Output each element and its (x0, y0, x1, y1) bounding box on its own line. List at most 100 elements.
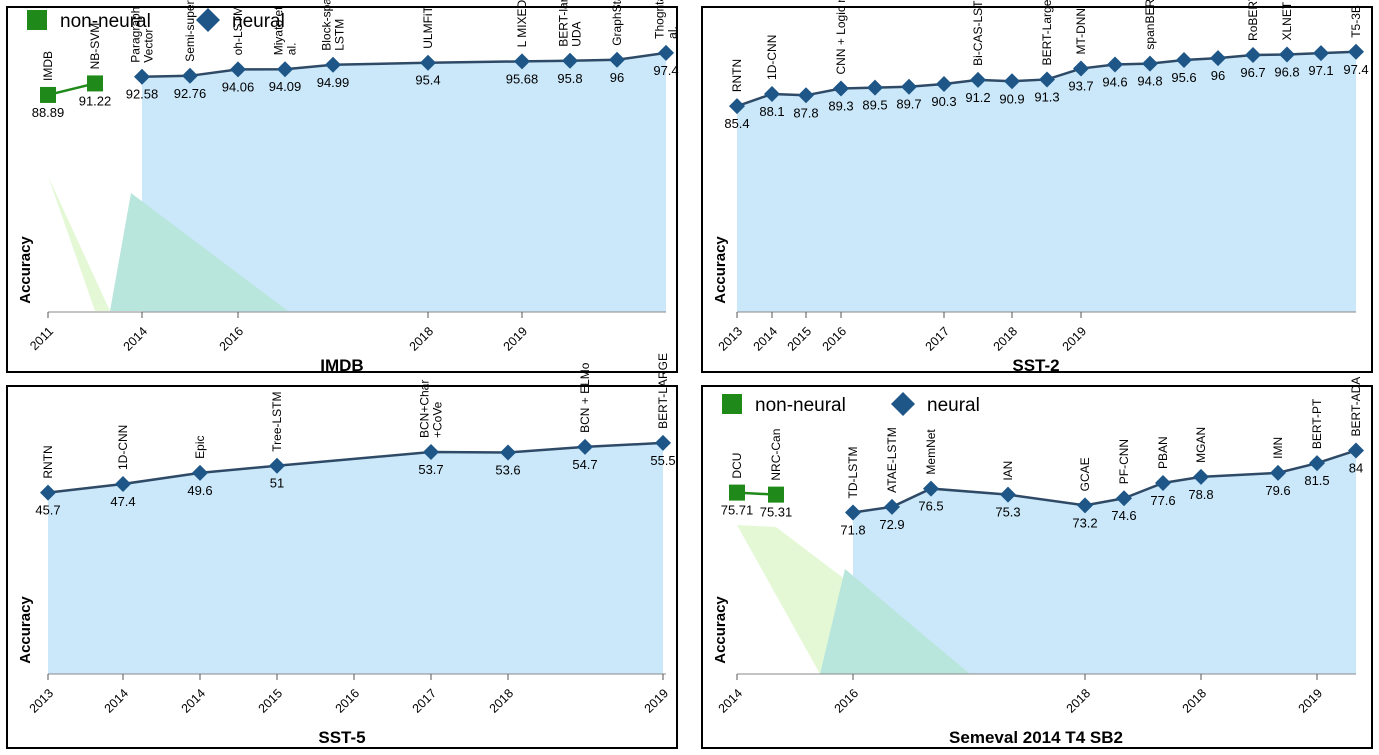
neural-point (134, 68, 150, 85)
value-label: 54.7 (572, 457, 597, 472)
panel-title: SST-2 (1012, 356, 1059, 375)
value-label: 89.3 (828, 99, 853, 114)
method-label: Block-sparse (320, 0, 334, 51)
value-label: 97.4 (1343, 62, 1368, 77)
legend-non-neural-label: non-neural (60, 11, 151, 32)
value-label: 55.5 (650, 453, 675, 468)
value-label: 96 (610, 70, 624, 85)
neural-point (764, 85, 780, 102)
x-tick-label: 2014 (102, 686, 132, 716)
neural-point (1116, 490, 1132, 507)
neural-point (420, 54, 436, 71)
y-axis-label: Accuracy (712, 596, 729, 664)
x-tick-label: 2014 (179, 686, 209, 716)
neural-point (269, 457, 285, 474)
neural-point (277, 61, 293, 78)
value-label: 90.3 (931, 94, 956, 109)
y-axis-label: Accuracy (17, 236, 34, 304)
value-label: 72.9 (879, 517, 904, 532)
neural-point (655, 434, 671, 451)
area-overlap (820, 569, 970, 674)
method-label: BERT-LARGE (656, 353, 670, 429)
legend-non-neural-swatch (27, 10, 47, 30)
neural-point (1309, 455, 1325, 472)
neural-point (1193, 468, 1209, 485)
value-label: 75.71 (721, 503, 754, 518)
value-label: 88.89 (32, 105, 65, 120)
panel-border (701, 385, 1373, 749)
neural-point (40, 484, 56, 501)
value-label: 75.3 (995, 505, 1020, 520)
neural-point (115, 476, 131, 493)
neural-point (833, 80, 849, 97)
method-label: ULMFiT (421, 5, 435, 48)
neural-point (1279, 46, 1295, 63)
method-label: LSTM (333, 19, 347, 51)
x-tick-label: 2019 (501, 324, 531, 354)
value-label: 53.7 (418, 462, 443, 477)
method-label: XLNET (1280, 1, 1294, 40)
method-label: NB-SVM (88, 23, 102, 70)
value-label: 77.6 (1150, 493, 1175, 508)
method-label: RoBERTa (1246, 0, 1260, 41)
neural-point (658, 44, 674, 61)
x-tick-label: 2015 (785, 324, 815, 354)
panel-3: 75.71 DCU 75.31 NRC-Can 71.8 TD-LSTM 72.9 ATAE-… (701, 377, 1373, 749)
x-tick-label: 2013 (27, 686, 57, 716)
method-label: IAN (1001, 461, 1015, 481)
non-neural-point (768, 486, 784, 503)
x-tick-label: 2015 (256, 686, 286, 716)
x-tick-label: 2018 (991, 324, 1021, 354)
method-label: L MIXED et (515, 0, 529, 47)
neural-point (500, 444, 516, 461)
value-label: 73.2 (1072, 515, 1097, 530)
neural-point (845, 504, 861, 521)
value-label: 97.1 (1308, 63, 1333, 78)
method-label: Miyato et (272, 6, 286, 55)
panel-title: IMDB (320, 356, 363, 375)
x-tick-label: 2017 (923, 324, 953, 354)
neural-area (48, 442, 663, 674)
value-label: 95.8 (557, 71, 582, 86)
method-label: BERT-PT (1310, 398, 1324, 449)
x-tick-label: 2016 (832, 686, 862, 716)
neural-point (182, 67, 198, 84)
neural-point (514, 53, 530, 70)
neural-area (853, 450, 1356, 674)
value-label: 84 (1349, 460, 1363, 475)
neural-area (142, 52, 666, 312)
method-label: Thogntan et (653, 0, 667, 39)
x-tick-label: 2013 (716, 324, 746, 354)
neural-point (230, 61, 246, 78)
legend-non-neural-swatch (722, 394, 742, 414)
method-label: RNTN (730, 59, 744, 92)
value-label: 89.5 (862, 98, 887, 113)
method-label: BCN + ELMo (578, 362, 592, 433)
neural-point (1000, 486, 1016, 503)
neural-point (562, 52, 578, 69)
method-label: MT-DNN (1074, 8, 1088, 55)
x-tick-label: 2019 (1060, 324, 1090, 354)
method-label: PBAN (1156, 436, 1170, 469)
value-label: 90.9 (999, 91, 1024, 106)
value-label: 92.76 (174, 86, 207, 101)
panel-title: SST-5 (318, 728, 365, 747)
value-label: 94.09 (269, 79, 302, 94)
value-label: 71.8 (840, 522, 865, 537)
method-label: BERT-Large (1040, 0, 1054, 65)
method-label: BCN+Char (418, 380, 432, 438)
value-label: 89.7 (896, 97, 921, 112)
value-label: 95.6 (1171, 70, 1196, 85)
value-label: 91.2 (965, 90, 990, 105)
method-label: GCAE (1078, 457, 1092, 491)
value-label: 53.6 (495, 463, 520, 478)
method-label: +CoVe (431, 401, 445, 438)
neural-point (1176, 51, 1192, 68)
legend: non-neural neural (27, 8, 285, 32)
legend-non-neural-label: non-neural (755, 395, 846, 416)
value-label: 95.68 (506, 71, 539, 86)
x-tick-label: 2017 (410, 686, 440, 716)
panel-border (6, 6, 678, 373)
neural-series-line (141, 51, 667, 78)
value-label: 51 (270, 476, 284, 491)
